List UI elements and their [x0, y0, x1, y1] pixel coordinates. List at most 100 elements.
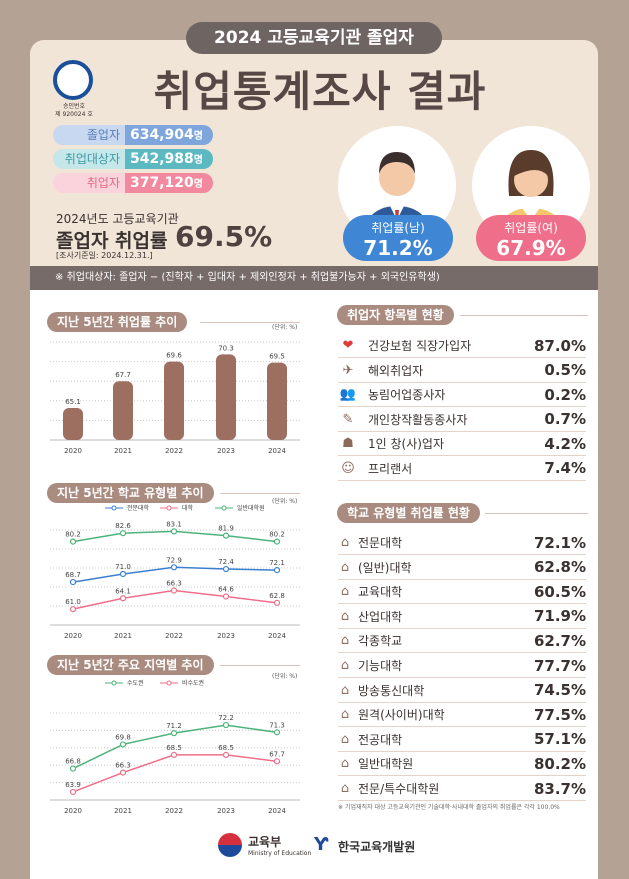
- legend-label: 전문대학: [127, 504, 150, 512]
- divider: [220, 493, 300, 494]
- legend-marker: [111, 680, 117, 686]
- data-point: [273, 599, 281, 606]
- moe-name-en: Ministry of Education: [248, 850, 312, 857]
- rate-label: 졸업자 취업률: [56, 230, 168, 252]
- data-point: [273, 729, 281, 736]
- region-line-chart: 2020 2021 2022 2023 2024 수도권 66.8 69.8 71.2 72.2 7…: [50, 679, 300, 815]
- artist-icon: ✎: [342, 411, 354, 427]
- moe-logo-icon: [218, 833, 242, 857]
- globe-briefcase-icon: ✈: [342, 362, 354, 378]
- moe-name: 교육부: [248, 835, 282, 849]
- data-point: [222, 532, 230, 539]
- data-label: 70.3: [218, 344, 234, 352]
- data-label: 80.2: [65, 531, 81, 539]
- bar: [63, 408, 83, 440]
- data-label: 83.1: [166, 520, 182, 528]
- school-building-icon: ⌂: [340, 608, 350, 624]
- kedi-logo-icon: Ƴ: [314, 834, 329, 855]
- data-label: 66.3: [115, 762, 131, 770]
- school-building-icon: ⌂: [340, 633, 350, 649]
- data-label: 68.5: [166, 744, 182, 752]
- stat-pill: 졸업자 634,904명: [53, 125, 213, 145]
- legend-label: 수도권: [127, 679, 144, 687]
- rate-subtitle: 2024년도 고등교육기관: [56, 212, 179, 226]
- data-label: 67.7: [115, 371, 131, 379]
- data-point: [119, 530, 127, 537]
- female-rate-badge: 취업률(여) 67.9%: [476, 215, 586, 261]
- school-row: ⌂ 전문/특수대학원 83.7%: [338, 777, 586, 801]
- school-building-icon: ⌂: [340, 707, 350, 723]
- data-point: [170, 730, 178, 737]
- item-row: ❤ 건강보험 직장가입자 87.0%: [338, 334, 586, 358]
- school-row: ⌂ 원격(사이버)대학 77.5%: [338, 703, 586, 728]
- section-title-school-type-trend: 지난 5년간 학교 유형별 추이: [47, 483, 214, 503]
- x-tick-label: 2023: [217, 632, 235, 640]
- data-label: 69.8: [115, 733, 131, 741]
- unit-label: (단위: %): [272, 498, 298, 505]
- school-row: ⌂ 방송통신대학 74.5%: [338, 679, 586, 703]
- school-building-icon: ⌂: [340, 781, 350, 796]
- data-point: [273, 758, 281, 765]
- school-building-icon: ⌂: [340, 756, 350, 772]
- data-label: 66.8: [65, 758, 81, 766]
- school-row: ⌂ 전공대학 57.1%: [338, 728, 586, 752]
- data-label: 67.7: [269, 750, 285, 758]
- section-title-item-status: 취업자 항목별 현황: [337, 305, 454, 325]
- entrepreneur-icon: ☗: [342, 436, 354, 451]
- x-tick-label: 2022: [165, 632, 183, 640]
- legend-marker: [221, 505, 227, 511]
- item-row: ☺ 프리랜서 7.4%: [338, 457, 586, 481]
- legend-marker: [166, 680, 172, 686]
- x-tick-label: 2023: [217, 807, 235, 815]
- data-point: [273, 538, 281, 545]
- data-point: [222, 565, 230, 573]
- data-label: 65.1: [65, 398, 81, 406]
- statistics-seal-icon: [53, 60, 93, 100]
- data-point: [119, 595, 127, 602]
- x-tick-label: 2022: [165, 447, 183, 455]
- data-point: [119, 570, 127, 578]
- school-building-icon: ⌂: [340, 535, 350, 550]
- section-title-school-rate: 학교 유형별 취업률 현황: [337, 503, 480, 523]
- data-label: 72.1: [269, 559, 285, 567]
- school-row: ⌂ 각종학교 62.7%: [338, 629, 586, 654]
- data-point: [170, 587, 178, 594]
- x-tick-label: 2021: [114, 447, 132, 455]
- data-label: 68.5: [218, 744, 234, 752]
- bar: [164, 361, 184, 440]
- stat-pill: 취업대상자 542,988명: [53, 149, 213, 169]
- data-label: 64.6: [218, 586, 234, 594]
- data-point: [273, 567, 281, 574]
- legend-marker: [111, 505, 117, 511]
- data-label: 71.0: [115, 563, 131, 571]
- legend-label: 일반대학원: [237, 504, 265, 512]
- definition-note: ※ 취업대상자: 졸업자 − (진학자 + 입대자 + 제외인정자 + 취업불가…: [30, 266, 598, 290]
- data-point: [119, 741, 127, 748]
- x-tick-label: 2022: [165, 807, 183, 815]
- x-tick-label: 2020: [64, 632, 82, 640]
- stat-pill: 취업자 377,120명: [53, 173, 213, 193]
- legend-marker: [166, 505, 172, 511]
- unit-label: (단위: %): [272, 673, 298, 680]
- school-footnote: ※ 기업재직자 대상 고등교육기관인 기술대학·사내대학 졸업자의 취업률은 각…: [338, 804, 560, 811]
- school-row: ⌂ 교육대학 60.5%: [338, 580, 586, 605]
- school-building-icon: ⌂: [340, 658, 350, 673]
- school-building-icon: ⌂: [340, 731, 350, 747]
- data-point: [222, 593, 230, 600]
- school-row: ⌂ 기능대학 77.7%: [338, 654, 586, 678]
- item-row: ☗ 1인 창(사)업자 4.2%: [338, 432, 586, 456]
- item-row: ✎ 개인창작활동종사자 0.7%: [338, 408, 586, 432]
- school-building-icon: ⌂: [340, 559, 350, 575]
- data-point: [222, 721, 230, 729]
- legend-label: 대학: [182, 504, 194, 512]
- seal-text: 승인번호 제 920024 호: [55, 103, 93, 118]
- data-point: [69, 578, 77, 586]
- x-tick-label: 2024: [268, 447, 286, 455]
- school-row: ⌂ 일반대학원 80.2%: [338, 752, 586, 777]
- data-label: 61.0: [65, 598, 81, 606]
- x-tick-label: 2021: [114, 632, 132, 640]
- data-point: [170, 528, 178, 535]
- header-pill: 2024 고등교육기관 졸업자: [186, 22, 442, 54]
- data-label: 81.9: [218, 525, 234, 533]
- divider: [220, 665, 300, 666]
